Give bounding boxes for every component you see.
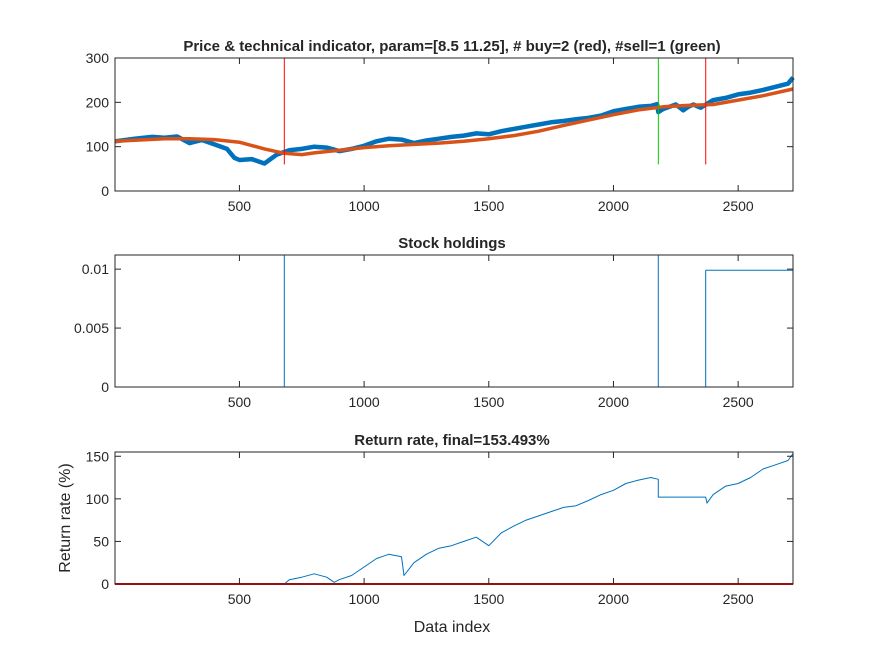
x-tick-label: 2000 bbox=[598, 591, 629, 607]
holdings-panel-title: Stock holdings bbox=[398, 235, 506, 252]
y-tick-label: 0.01 bbox=[82, 261, 109, 277]
price-panel-plot: 500 1000 1500 2000 2500 0 100 200 300 bbox=[86, 50, 795, 214]
return-series-line bbox=[115, 453, 794, 585]
x-tick-label: 500 bbox=[228, 591, 252, 607]
return-rate-panel: Return rate, final=153.493% 500 1000 1500 2… bbox=[57, 432, 794, 636]
y-tick-label: 0.005 bbox=[74, 320, 109, 336]
holdings-series-line bbox=[115, 254, 793, 388]
x-tick-label: 1000 bbox=[349, 591, 380, 607]
axes-box bbox=[114, 451, 794, 585]
x-tick-label: 1500 bbox=[473, 591, 504, 607]
x-tick-label: 2000 bbox=[598, 394, 629, 410]
plot-area bbox=[115, 58, 793, 191]
x-tick-label: 1500 bbox=[473, 198, 504, 214]
x-tick-label: 1500 bbox=[473, 394, 504, 410]
return-panel-ylabel: Return rate (%) bbox=[57, 463, 74, 572]
y-tick-label: 100 bbox=[86, 491, 110, 507]
x-tick-label: 2500 bbox=[723, 591, 754, 607]
x-tick-label: 500 bbox=[228, 198, 252, 214]
y-tick-label: 50 bbox=[93, 533, 109, 549]
x-tick-label: 500 bbox=[228, 394, 252, 410]
x-tick-label: 2000 bbox=[598, 198, 629, 214]
plot-area bbox=[115, 255, 793, 387]
y-tick-label: 0 bbox=[101, 183, 109, 199]
y-tick-label: 100 bbox=[86, 139, 110, 155]
x-tick-label: 1000 bbox=[349, 394, 380, 410]
axes-box bbox=[114, 57, 794, 192]
axes-box bbox=[114, 254, 794, 388]
y-tick-label: 0 bbox=[101, 576, 109, 592]
holdings-panel: Stock holdings 500 1000 1500 2000 2500 0 0.005… bbox=[74, 235, 794, 410]
holdings-panel-plot: 500 1000 1500 2000 2500 0 0.005 0.01 bbox=[74, 254, 794, 410]
y-tick-label: 200 bbox=[86, 94, 110, 110]
y-tick-label: 150 bbox=[86, 448, 110, 464]
indicator-series-line bbox=[114, 87, 794, 157]
y-tick-label: 0 bbox=[101, 379, 109, 395]
price-panel-title: Price & technical indicator, param=[8.5 … bbox=[183, 38, 720, 55]
y-tick-label: 300 bbox=[86, 50, 110, 66]
return-panel-plot: 500 1000 1500 2000 2500 0 50 100 150 bbox=[86, 448, 794, 607]
x-tick-label: 2500 bbox=[723, 394, 754, 410]
return-panel-xlabel: Data index bbox=[414, 619, 491, 636]
return-panel-title: Return rate, final=153.493% bbox=[354, 432, 550, 449]
x-tick-label: 2500 bbox=[723, 198, 754, 214]
plot-area bbox=[115, 452, 793, 584]
x-tick-label: 1000 bbox=[349, 198, 380, 214]
price-indicator-panel: Price & technical indicator, param=[8.5 … bbox=[86, 38, 795, 214]
